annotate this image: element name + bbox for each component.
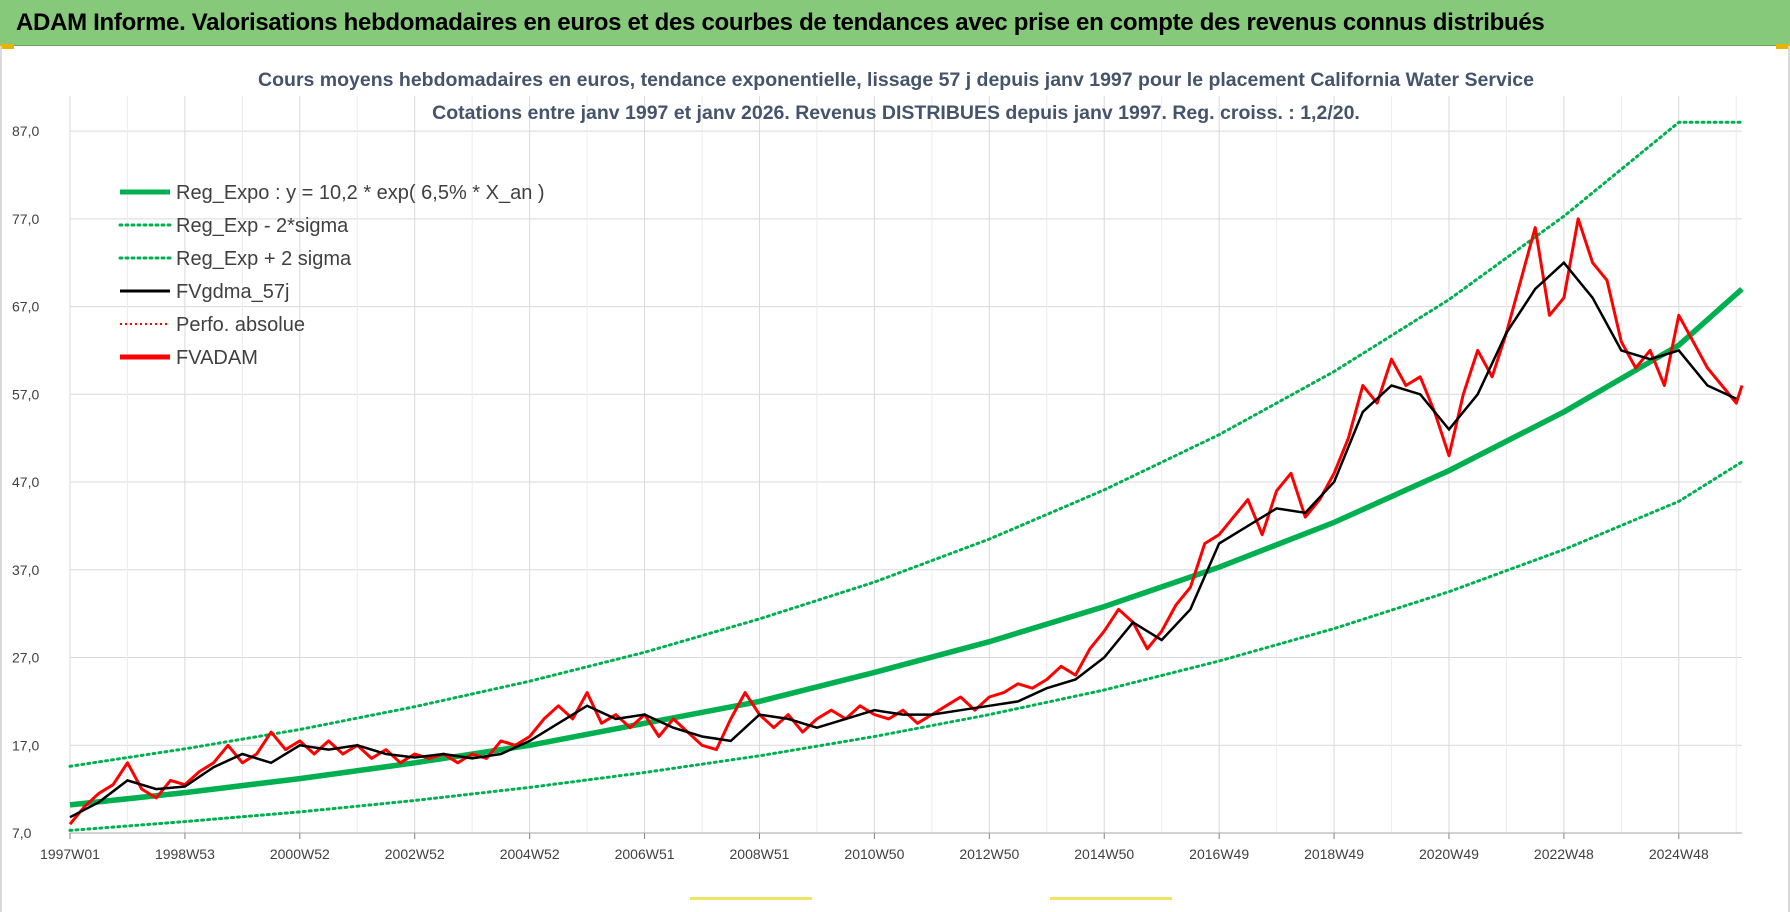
y-tick-label: 57,0 bbox=[12, 386, 39, 402]
x-tick-label: 2002W52 bbox=[385, 846, 445, 862]
y-axis-ticks: 7,0 17,0 27,0 37,0 47,0 57,0 67,0 77,0 87,0 bbox=[12, 123, 39, 841]
x-tick-label: 1997W01 bbox=[40, 846, 100, 862]
x-tick-label: 2020W49 bbox=[1419, 846, 1479, 862]
x-tick-label: 2008W51 bbox=[730, 846, 790, 862]
x-tick-label: 2024W48 bbox=[1649, 846, 1709, 862]
x-tick-label: 2016W49 bbox=[1189, 846, 1249, 862]
y-tick-label: 77,0 bbox=[12, 211, 39, 227]
y-tick-label: 87,0 bbox=[12, 123, 39, 139]
x-tick-label: 2012W50 bbox=[959, 846, 1019, 862]
legend-label: FVgdma_57j bbox=[176, 281, 289, 303]
legend-label: Reg_Expo : y = 10,2 * exp( 6,5% * X_an ) bbox=[176, 182, 545, 204]
x-tick-label: 2022W48 bbox=[1534, 846, 1594, 862]
banner-title: ADAM Informe. Valorisations hebdomadaire… bbox=[16, 9, 1545, 36]
chart-title-line2: Cotations entre janv 1997 et janv 2026. … bbox=[432, 102, 1360, 124]
legend-label: FVADAM bbox=[176, 347, 258, 369]
x-tick-label: 2000W52 bbox=[270, 846, 330, 862]
chart-frame: Cours moyens hebdomadaires en euros, ten… bbox=[0, 46, 1790, 912]
corner-marker-left bbox=[0, 44, 14, 49]
y-tick-label: 67,0 bbox=[12, 299, 39, 315]
y-tick-label: 27,0 bbox=[12, 650, 39, 666]
y-tick-label: 37,0 bbox=[12, 562, 39, 578]
chart-title-line1: Cours moyens hebdomadaires en euros, ten… bbox=[258, 69, 1534, 91]
series-line-fvgdma-57j bbox=[69, 260, 1737, 819]
y-tick-label: 47,0 bbox=[12, 474, 39, 490]
gridlines bbox=[69, 96, 1742, 839]
y-tick-label: 7,0 bbox=[12, 825, 32, 841]
chart: Cours moyens hebdomadaires en euros, ten… bbox=[12, 69, 1744, 862]
x-tick-label: 2004W52 bbox=[500, 846, 560, 862]
y-tick-label: 17,0 bbox=[12, 737, 39, 753]
series-group bbox=[68, 120, 1744, 832]
series-line-reg-exp-2-sigma bbox=[68, 460, 1744, 832]
bottom-accent-1 bbox=[690, 897, 812, 900]
series-line-reg-exp-2-sigma bbox=[68, 120, 1744, 768]
title-banner: ADAM Informe. Valorisations hebdomadaire… bbox=[0, 0, 1790, 46]
series-line-reg-expo-y-10-2-exp-6-5-x-an bbox=[69, 286, 1744, 808]
legend: Reg_Expo : y = 10,2 * exp( 6,5% * X_an )… bbox=[118, 182, 545, 369]
x-tick-label: 2006W51 bbox=[615, 846, 675, 862]
corner-marker-right bbox=[1776, 44, 1790, 49]
legend-label: Reg_Exp - 2*sigma bbox=[176, 215, 349, 237]
bottom-accent-2 bbox=[1050, 897, 1172, 900]
series-line-fvadam bbox=[68, 217, 1744, 826]
x-axis-ticks: 1997W01 1998W53 2000W52 2002W52 2004W52 2006W… bbox=[40, 846, 1709, 862]
x-tick-label: 1998W53 bbox=[155, 846, 215, 862]
x-tick-label: 2014W50 bbox=[1074, 846, 1134, 862]
x-tick-label: 2010W50 bbox=[844, 846, 904, 862]
legend-label: Perfo. absolue bbox=[176, 314, 305, 336]
legend-label: Reg_Exp + 2 sigma bbox=[176, 248, 352, 270]
x-tick-label: 2018W49 bbox=[1304, 846, 1364, 862]
